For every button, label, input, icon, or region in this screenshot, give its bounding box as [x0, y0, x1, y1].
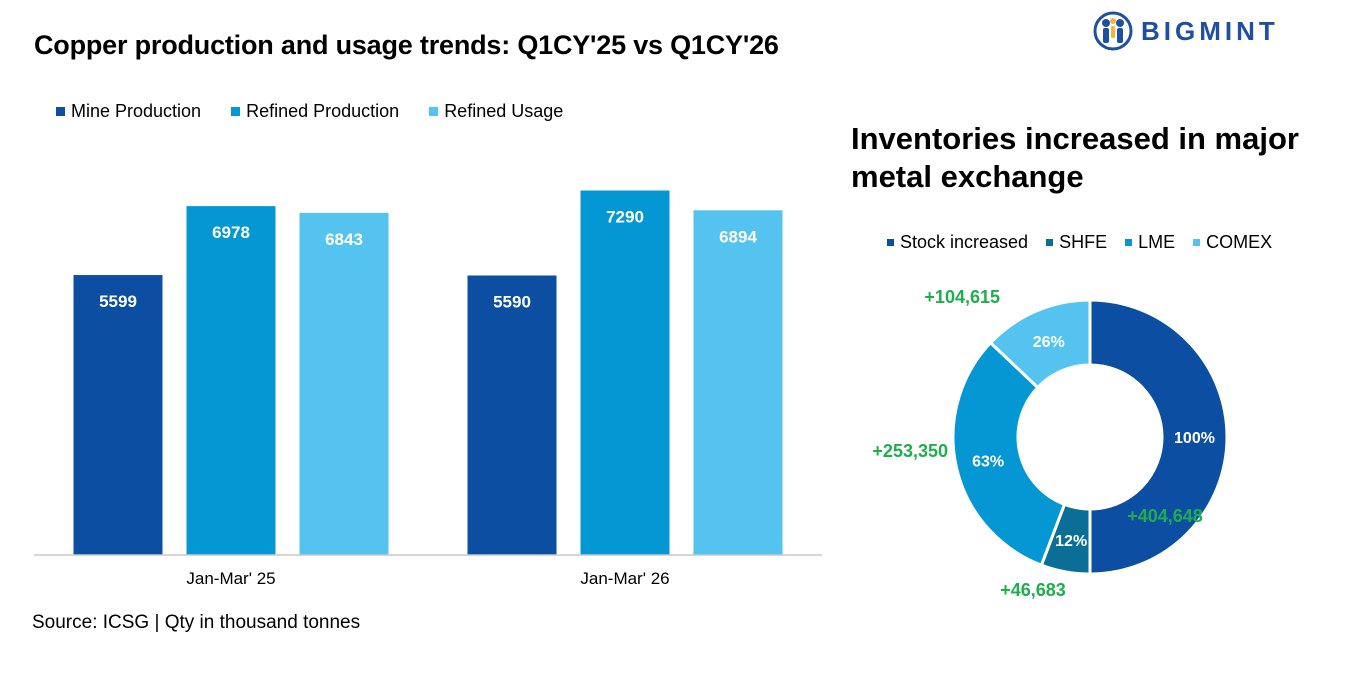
- bar: [580, 190, 670, 555]
- bar-chart: 5599 6978 6843 Jan-Mar' 25 5590 7290 6894 Jan-M…: [34, 190, 822, 588]
- legend-item-mine-production: Mine Production: [56, 101, 201, 122]
- bar-data-label: 6978: [212, 223, 250, 242]
- legend-label: Refined Production: [246, 101, 400, 121]
- legend-label: COMEX: [1206, 232, 1273, 252]
- bar-data-label: 6843: [325, 230, 363, 249]
- legend-item-refined-production: Refined Production: [231, 101, 399, 122]
- slice-percent-label: 12%: [1055, 533, 1087, 550]
- legend-label: Mine Production: [71, 101, 202, 121]
- bar: [186, 206, 276, 555]
- legend-item-lme: LME: [1125, 232, 1175, 253]
- x-tick-label: Jan-Mar' 26: [580, 569, 669, 588]
- x-tick-label: Jan-Mar' 25: [186, 569, 275, 588]
- legend-swatch: [1125, 239, 1133, 246]
- bar: [467, 275, 557, 555]
- brand-people-icon: [1093, 11, 1133, 51]
- legend-item-refined-usage: Refined Usage: [429, 101, 563, 122]
- legend-swatch: [1193, 239, 1201, 246]
- bar: [693, 210, 783, 556]
- legend-label: SHFE: [1059, 232, 1108, 252]
- bar-data-label: 6894: [719, 227, 757, 246]
- legend-item-comex: COMEX: [1193, 232, 1272, 253]
- donut-chart: 100% +404,648 12% +46,683 63% +253,350 26% +104…: [872, 287, 1229, 600]
- bar: [299, 212, 389, 555]
- slice-percent-label: 100%: [1174, 430, 1215, 447]
- brand-name: BIGMINT: [1141, 15, 1279, 46]
- slice-value-label: +104,615: [924, 287, 1000, 307]
- bar: [73, 275, 163, 555]
- legend-swatch: [429, 107, 439, 116]
- legend-swatch: [1046, 239, 1054, 246]
- donut-slice: [1088, 298, 1229, 576]
- legend-swatch: [887, 239, 894, 246]
- legend-label: Stock increased: [900, 232, 1029, 252]
- legend-item-stock-increased: Stock increased: [887, 232, 1028, 253]
- source-note: Source: ICSG | Qty in thousand tonnes: [32, 612, 361, 633]
- donut-title: Inventories increased in major metal exc…: [851, 121, 1299, 194]
- bar-data-label: 5599: [99, 292, 137, 311]
- legend-item-shfe: SHFE: [1046, 232, 1107, 253]
- legend-swatch: [231, 107, 241, 116]
- slice-percent-label: 63%: [972, 453, 1004, 470]
- legend-swatch: [56, 107, 65, 116]
- donut-legend: Stock increased SHFE LME COMEX: [887, 232, 1272, 253]
- donut-slice: [951, 340, 1067, 568]
- slice-value-label: +253,350: [872, 441, 948, 461]
- bar-legend: Mine Production Refined Production Refin…: [56, 101, 593, 122]
- legend-label: LME: [1138, 232, 1176, 252]
- bar-data-label: 7290: [606, 208, 644, 227]
- donut-slice: [988, 298, 1092, 390]
- chart-title: Copper production and usage trends: Q1CY…: [34, 30, 779, 60]
- legend-label: Refined Usage: [444, 101, 564, 121]
- slice-value-label: +46,683: [1000, 580, 1066, 600]
- slice-percent-label: 26%: [1033, 334, 1065, 351]
- bar-data-label: 5590: [493, 293, 531, 312]
- slice-value-label: +404,648: [1127, 506, 1203, 526]
- brand-logo: BIGMINT: [1093, 10, 1279, 52]
